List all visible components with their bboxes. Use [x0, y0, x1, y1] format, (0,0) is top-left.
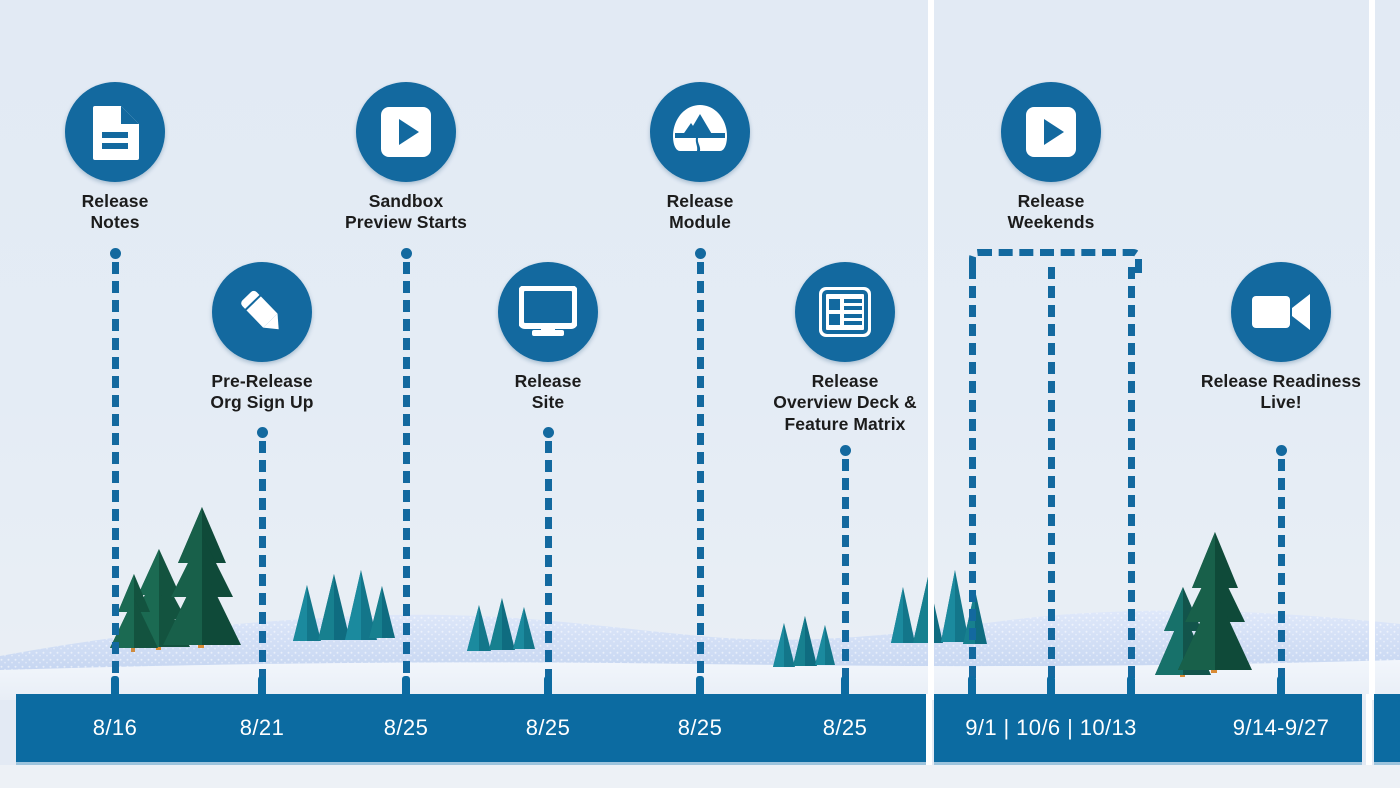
pine-tree-small: [792, 614, 818, 670]
milestone-label: Sandbox Preview Starts: [344, 191, 468, 233]
milestone-release-module[interactable]: Release Module: [600, 82, 800, 234]
pine-tree-small: [940, 568, 970, 646]
date-tick: [968, 676, 976, 698]
panel-divider: [1369, 0, 1375, 700]
milestone-label: Release Readiness Live!: [1200, 371, 1362, 413]
connector-release-site: [544, 441, 552, 688]
pine-tree-small: [292, 583, 322, 645]
milestone-release-weekends[interactable]: Release Weekends: [951, 82, 1151, 234]
connector-dot: [694, 248, 706, 259]
trailhead-icon: [669, 103, 731, 161]
date-tick: [111, 676, 119, 698]
release-weekends-bracket: [969, 249, 1142, 274]
milestone-label: Pre-Release Org Sign Up: [210, 371, 314, 413]
connector-dot: [256, 427, 268, 438]
date-label: 8/25: [677, 715, 723, 740]
connector-dot: [542, 427, 554, 438]
date-label: 9/1 | 10/6 | 10/13: [965, 715, 1137, 740]
connector-dot: [109, 248, 121, 259]
date-tick: [841, 676, 849, 698]
milestone-label: Release Weekends: [1007, 191, 1095, 233]
date-tick: [1047, 676, 1055, 698]
date-tick: [258, 676, 266, 698]
connector-sandbox-preview: [402, 262, 410, 688]
date-label: 8/16: [92, 715, 138, 740]
pine-tree-small: [344, 568, 378, 644]
date-tick: [1127, 676, 1135, 698]
connector-weekend-10-6: [1047, 267, 1055, 688]
date-bar-divider: [1366, 694, 1372, 765]
sandbox-preview-badge[interactable]: [356, 82, 456, 182]
pine-tree: [1178, 530, 1252, 678]
release-site-badge[interactable]: [498, 262, 598, 362]
date-tick: [696, 676, 704, 698]
date-tick: [402, 676, 410, 698]
connector-dot: [839, 445, 851, 456]
milestone-pre-release-org[interactable]: Pre-Release Org Sign Up: [162, 262, 362, 414]
pine-tree-small: [512, 605, 536, 653]
release-deck-badge[interactable]: [795, 262, 895, 362]
date-label: 9/14-9/27: [1232, 715, 1330, 740]
connector-weekend-9-1: [968, 267, 976, 688]
milestone-release-site[interactable]: Release Site: [448, 262, 648, 414]
milestone-label: Release Module: [666, 191, 734, 233]
pre-release-org-badge[interactable]: [212, 262, 312, 362]
date-label: 8/25: [525, 715, 571, 740]
pine-tree-small: [466, 603, 492, 655]
pine-tree: [163, 505, 241, 653]
connector-release-deck: [841, 459, 849, 688]
connector-release-module: [696, 262, 704, 688]
release-notes-badge[interactable]: [65, 82, 165, 182]
milestone-label: Release Notes: [81, 191, 149, 233]
pine-tree-small: [317, 572, 351, 644]
date-bar-divider: [926, 694, 932, 765]
milestone-label: Release Site: [514, 371, 582, 413]
pine-tree-small: [772, 621, 796, 671]
release-module-badge[interactable]: [650, 82, 750, 182]
page-footer: [0, 765, 1400, 788]
panel-divider: [928, 0, 934, 700]
pine-tree-small: [814, 623, 836, 669]
date-bar-right: [934, 694, 1362, 765]
pine-tree-small: [890, 585, 916, 647]
connector-dot: [400, 248, 412, 259]
date-label: 8/25: [383, 715, 429, 740]
connector-release-readiness: [1277, 459, 1285, 688]
date-label: 8/25: [822, 715, 868, 740]
date-label: 8/21: [239, 715, 285, 740]
milestone-release-notes[interactable]: Release Notes: [15, 82, 215, 234]
date-bar-edge: [1374, 694, 1400, 765]
connector-release-notes: [111, 262, 119, 688]
release-weekends-badge[interactable]: [1001, 82, 1101, 182]
connector-dot: [1275, 445, 1287, 456]
pine-tree-small: [368, 584, 396, 642]
date-tick: [1277, 676, 1285, 698]
milestone-sandbox-preview[interactable]: Sandbox Preview Starts: [306, 82, 506, 234]
pencil-icon: [234, 284, 290, 340]
play-icon: [379, 105, 433, 159]
connector-weekend-10-13: [1127, 267, 1135, 688]
date-tick: [544, 676, 552, 698]
date-bar-left: [16, 694, 926, 765]
play-icon: [1024, 105, 1078, 159]
document-icon: [89, 104, 141, 160]
slide-layout-icon: [817, 285, 873, 339]
pine-tree-small: [488, 596, 516, 654]
milestone-release-deck[interactable]: Release Overview Deck & Feature Matrix: [745, 262, 945, 435]
monitor-icon: [519, 286, 577, 338]
milestone-label: Release Overview Deck & Feature Matrix: [773, 371, 917, 434]
release-readiness-badge[interactable]: [1231, 262, 1331, 362]
milestone-release-readiness[interactable]: Release Readiness Live!: [1181, 262, 1381, 414]
video-camera-icon: [1250, 290, 1312, 334]
connector-pre-release-org: [258, 441, 266, 688]
